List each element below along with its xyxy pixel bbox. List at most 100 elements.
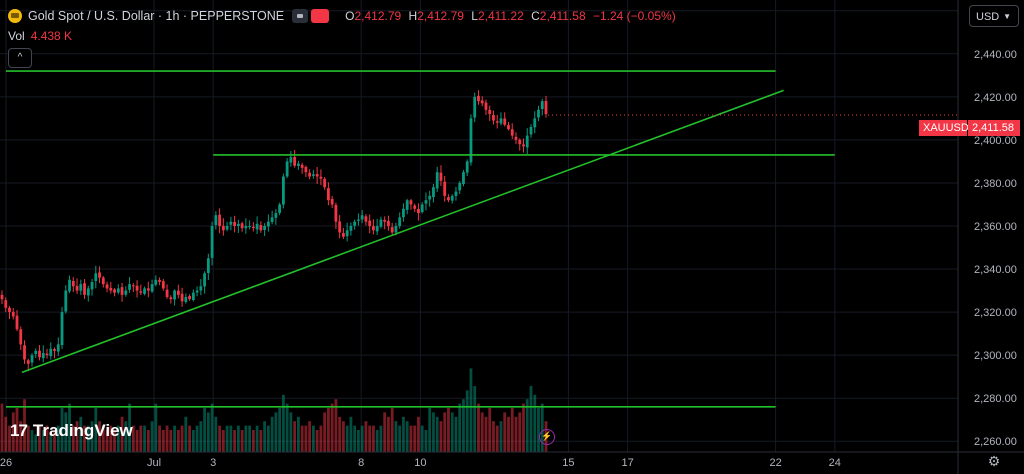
volume-bar [281,394,285,452]
flag-icon[interactable] [292,9,309,23]
volume-bar [158,425,161,452]
candle [338,214,342,239]
candle-body [45,353,49,356]
price-tick-label: 2,380.00 [974,178,1017,190]
candle-body [210,226,214,258]
candle-body [221,225,225,231]
volume-label[interactable]: Vol [8,29,25,43]
candle-body [105,284,109,289]
change-value: −1.24 (−0.05%) [592,9,676,23]
candle [424,192,428,211]
candle [240,221,244,232]
volume-bar [304,425,308,452]
candle-body [266,221,270,227]
volume-bar [195,425,199,452]
volume-bar [360,425,364,452]
volume-value: 4.438 K [30,29,73,43]
candle [281,173,285,209]
bolt-icon[interactable]: ⚡ [539,429,555,445]
candle-body [218,214,221,226]
candle [131,283,135,293]
candle-body [522,144,525,147]
volume-bar [458,403,462,452]
gear-icon[interactable]: ⚙ [987,453,1001,469]
candle [34,348,38,358]
candle [372,219,375,235]
candle-body [49,348,53,357]
volume-bar [109,425,113,452]
candle-body [60,312,64,346]
volume-bar [154,403,158,452]
candle-body [116,288,120,293]
candle-body [94,273,98,282]
candle-body [405,200,409,210]
time-tick-label: 17 [621,457,633,469]
volume-bar [349,416,353,452]
volume-bar [45,425,49,452]
candle [402,203,405,222]
candle [465,159,469,177]
candle-body [86,288,90,296]
candle [480,96,484,107]
volume-bar [206,412,210,452]
candle-body [206,258,210,273]
currency-selector[interactable]: USD ▼ [969,5,1019,27]
volume-bar [236,425,240,452]
volume-bar [38,425,41,452]
wave-icon[interactable] [311,9,330,23]
candle-body [90,281,94,290]
candle-body [180,293,184,302]
candle [71,277,75,292]
candle [334,202,338,229]
candle [203,271,206,294]
volume-bar [420,425,424,452]
candle-body [244,226,248,229]
candle-body [308,172,312,177]
candle [83,279,86,300]
open-key: O [345,9,355,23]
candle [161,279,165,291]
volume-bar [203,408,206,452]
candle [41,345,45,363]
candle-body [143,288,146,294]
candle [38,345,41,361]
price-tick-label: 2,300.00 [974,350,1017,362]
candle [49,342,53,360]
volume-bar [285,403,289,452]
candle-body [447,197,450,201]
symbol-title[interactable]: Gold Spot / U.S. Dollar · 1h · PEPPERSTO… [28,9,285,23]
candle-body [274,213,278,218]
candle-body [150,284,154,292]
volume-bar [387,416,390,452]
volume-bar [368,425,372,452]
candle-body [34,350,38,354]
volume-bar [131,425,135,452]
volume-bar [19,421,23,452]
volume-bar [120,416,124,452]
volume-bar [357,430,360,452]
candle [188,294,191,301]
candle-body [443,181,447,196]
candle [116,284,120,295]
candle-body [101,277,105,285]
volume-bar [450,412,454,452]
candle [360,210,364,224]
candle [364,214,368,226]
candle-body [334,204,338,222]
candle [492,110,495,125]
volume-bar [68,403,71,452]
candle-body [236,223,240,226]
collapse-legend-button[interactable]: ^ [8,48,32,68]
volume-bar [233,430,237,452]
grid-layer [0,0,958,452]
candle [19,326,23,351]
volume-bar [161,430,165,452]
volume-bar [439,421,443,452]
volume-bar [199,421,203,452]
candle-body [8,307,11,313]
candle [315,166,319,184]
volume-bar [169,430,173,452]
candle [488,105,492,121]
candle-body [379,219,383,227]
